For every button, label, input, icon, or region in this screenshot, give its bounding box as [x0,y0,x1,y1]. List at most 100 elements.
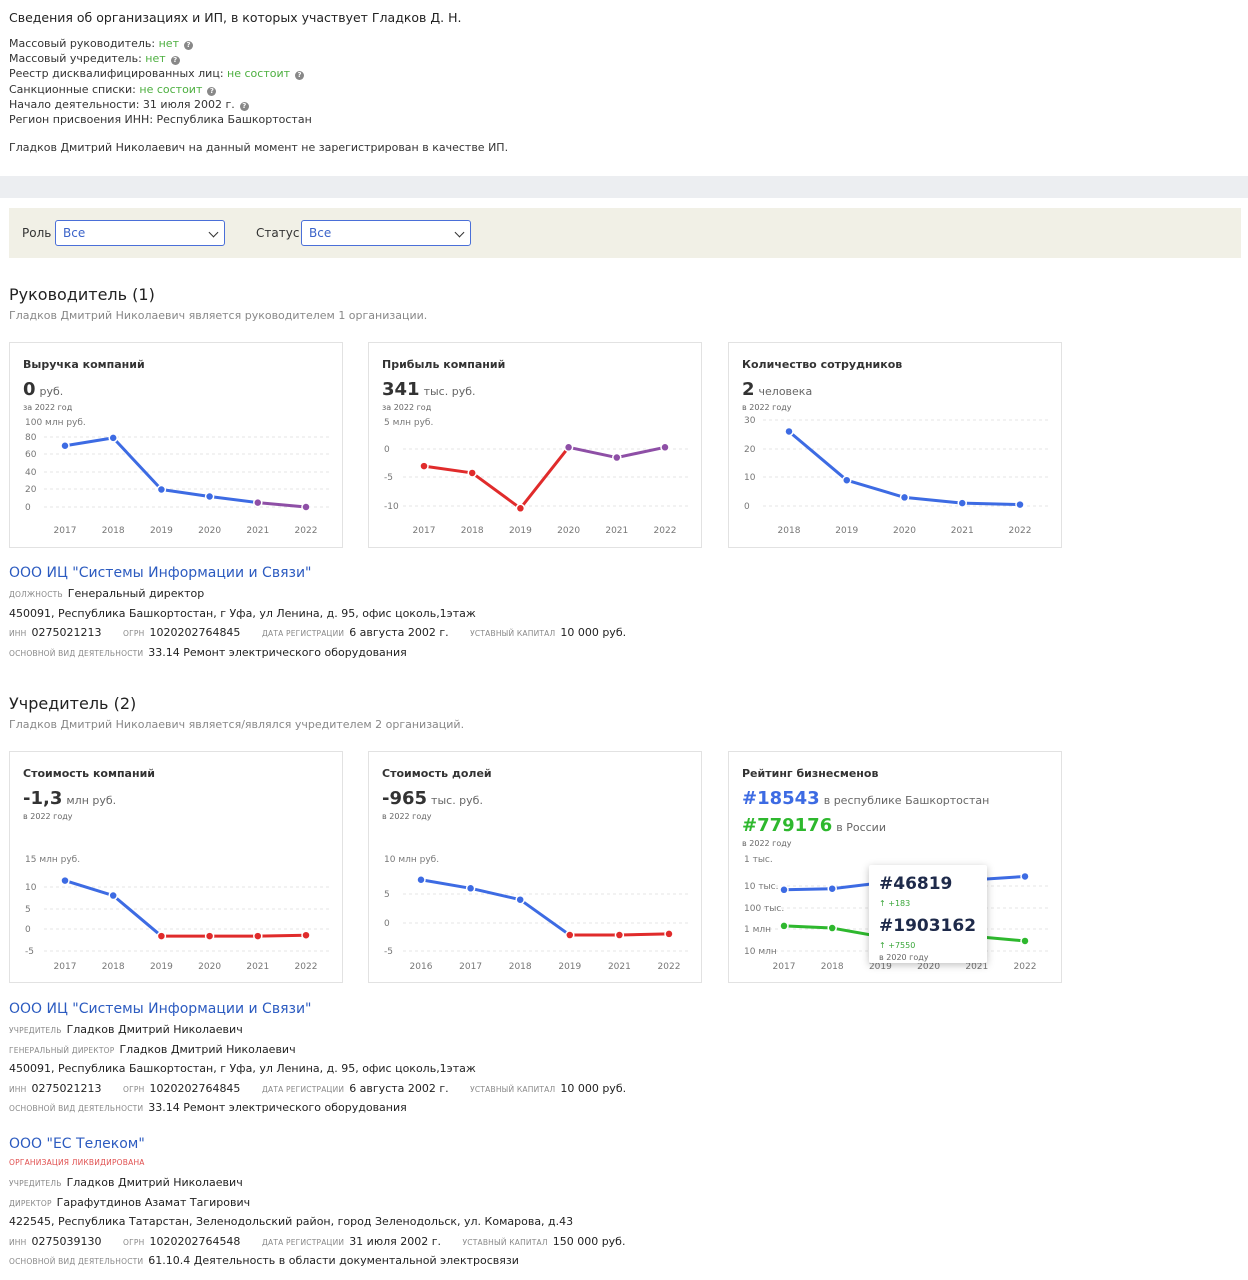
chart-big-value: -1,3 млн руб. [23,788,117,809]
series-line [111,436,163,491]
y-tick-label: 0 [25,503,31,513]
y-tick-label: 0 [744,502,750,512]
chart-period: в 2022 году [23,812,73,821]
series-line [845,478,906,499]
data-point [108,890,118,901]
x-tick-label: 2018 [509,962,532,972]
ip-note: Гладков Дмитрий Николаевич на данный мом… [9,141,509,154]
data-point [301,930,311,940]
x-tick-label: 2018 [102,962,125,972]
series-line [782,887,834,892]
org-name-link[interactable]: ООО ИЦ "Системы Информации и Связи" [9,565,312,581]
x-tick-label: 2019 [150,962,173,972]
series-line [903,495,964,505]
data-point [660,442,670,453]
chart-title: Количество сотрудников [742,358,903,371]
data-point [515,894,525,905]
chart-period: в 2022 году [382,812,432,821]
company-value-chart-card: Стоимость компаний -1,3 млн руб. в 2022 г… [9,751,343,983]
x-tick-label: 2017 [54,962,77,972]
data-point [467,468,477,478]
y-tick-label: -5 [384,947,393,957]
series-line [518,445,571,510]
x-tick-label: 2022 [658,962,681,972]
founder-org-card: ООО "ЕС Телеком" организация ликвидирова… [9,1136,1209,1274]
role-select[interactable]: Все [55,220,225,246]
org-founder-row: учредитель Гладков Дмитрий Николаевич [9,1176,243,1189]
tooltip-delta-region: ↑ +183 [879,899,911,908]
status-select[interactable]: Все [301,220,471,246]
y-tick-label: 5 [25,905,31,915]
director-section-title: Руководитель (1) [9,285,155,304]
org-requisites-row: инн 0275039130 огрн 1020202764548 дата рег… [9,1234,626,1248]
series-line [518,898,572,937]
info-inn-region: Регион присвоения ИНН: Республика Башкор… [9,113,312,126]
series-line [787,429,849,482]
tooltip-delta-country: ↑ +7550 [879,941,916,950]
x-tick-label: 2020 [557,526,580,536]
x-tick-label: 2019 [558,962,581,972]
org-name-link[interactable]: ООО "ЕС Телеком" [9,1136,145,1152]
x-tick-label: 2021 [605,526,628,536]
org-director-row: директор Гарафутдинов Азамат Тагирович [9,1195,251,1209]
share-value-chart-card: Стоимость долей -965 тыс. руб. в 2022 год… [368,751,702,983]
data-point [664,929,674,939]
org-address: 422545, Республика Татарстан, Зеленодоль… [9,1215,574,1228]
y-tick-label: 10 тыс. [744,882,778,892]
y-axis-unit-label: 10 млн руб. [384,855,439,865]
org-status-badge: организация ликвидирована [9,1158,145,1167]
chart-period: за 2022 год [23,403,73,412]
y-tick-label: 20 [744,445,756,455]
y-axis-unit-label: 1 тыс. [744,855,773,865]
data-point [419,461,429,471]
share-value-chart: 10 млн руб. 5 0 -5 2016 2017 2018 2019 2021 2022 [384,855,691,972]
chart-big-value: 2 человека [742,379,813,400]
series-line [208,495,260,505]
org-name-link[interactable]: ООО ИЦ "Системы Информации и Связи" [9,1001,312,1017]
person-summary: Сведения об организациях и ИП, в которых… [0,0,1248,176]
org-address: 450091, Республика Башкортостан, г Уфа, … [9,1062,476,1075]
help-icon[interactable]: ? [183,41,193,50]
x-tick-label: 2017 [54,526,77,536]
x-tick-label: 2018 [102,526,125,536]
revenue-chart-card: Выручка компаний 0 руб. за 2022 год 100 м… [9,342,343,548]
data-point [612,452,622,463]
chart-big-value: -965 тыс. руб. [382,788,483,809]
data-point [108,433,118,443]
rating-chart-card: Рейтинг бизнесменов #18543 в республике Б… [728,751,1062,983]
x-tick-label: 2018 [821,962,844,972]
data-point [253,497,263,508]
x-tick-label: 2021 [246,962,269,972]
x-tick-label: 2021 [951,526,974,536]
data-point [301,502,311,512]
y-tick-label: 40 [25,468,37,478]
help-icon[interactable]: ? [170,56,180,65]
director-section-subtitle: Гладков Дмитрий Николаевич является руко… [9,309,428,322]
series-line [615,445,667,460]
x-tick-label: 2019 [509,526,532,536]
x-tick-label: 2021 [608,962,631,972]
info-sanctions: Санкционные списки: не состоит? [9,83,217,96]
help-icon[interactable]: ? [239,102,249,111]
tooltip-rank-country: #1903162 [879,916,977,936]
chart-title: Стоимость компаний [23,767,155,780]
series-line [567,445,619,460]
y-tick-label: 80 [25,433,37,443]
x-tick-label: 2019 [835,526,858,536]
data-point [1020,936,1030,946]
org-address: 450091, Республика Башкортостан, г Уфа, … [9,606,476,620]
y-tick-label: 100 тыс. [744,904,784,914]
page-title: Сведения об организациях и ИП, в которых… [9,10,462,25]
data-point [416,875,426,885]
y-tick-label: 5 [384,890,390,900]
data-point [1015,499,1025,510]
x-tick-label: 2018 [778,526,801,536]
series-line [63,879,115,898]
y-tick-label: 10 [744,473,756,483]
chart-rank-region: #18543 в республике Башкортостан [742,788,990,809]
employees-chart-card: Количество сотрудников 2 человека в 2022 … [728,342,1062,548]
series-line [469,886,522,902]
help-icon[interactable]: ? [207,87,217,96]
help-icon[interactable]: ? [295,71,305,80]
y-tick-label: 10 [25,883,37,893]
